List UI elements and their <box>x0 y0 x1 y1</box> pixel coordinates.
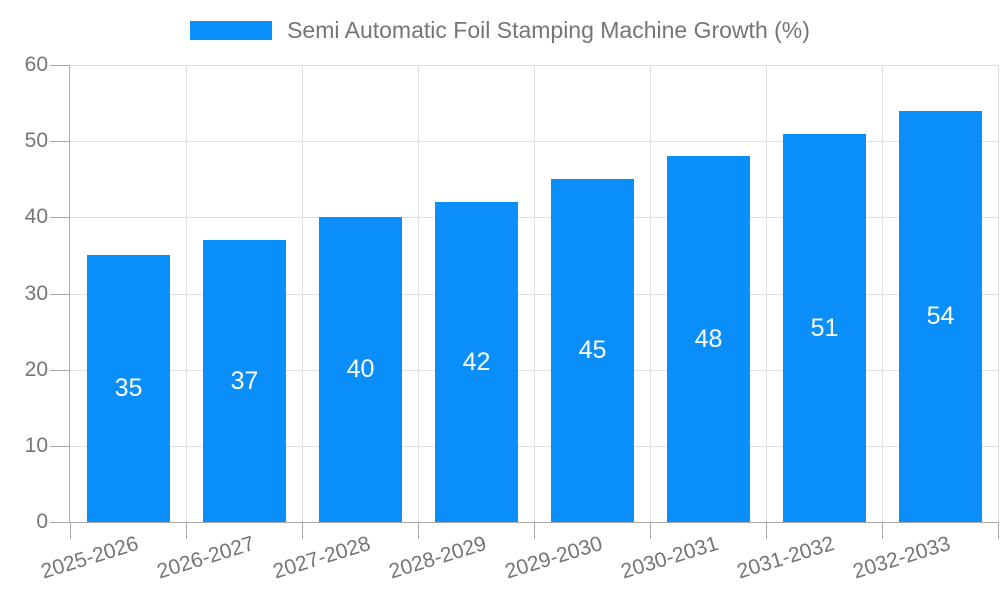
gridline-vertical <box>418 65 419 522</box>
x-axis-tick-label: 2028-2029 <box>385 532 489 584</box>
y-axis-tick-label: 20 <box>24 358 48 381</box>
x-axis-tick <box>186 522 187 539</box>
bar: 45 <box>551 179 634 522</box>
bar-value-label: 40 <box>346 355 375 383</box>
y-axis-tick <box>50 294 70 295</box>
x-axis-tick <box>302 522 303 539</box>
bar: 48 <box>667 156 750 522</box>
bar-value-label: 48 <box>694 324 723 353</box>
y-axis-tick-label: 30 <box>24 282 48 305</box>
x-axis-tick-label: 2029-2030 <box>501 532 605 584</box>
bar-value-label: 45 <box>578 336 607 364</box>
y-axis-tick-label: 10 <box>24 434 48 457</box>
y-axis-tick-label: 0 <box>36 510 48 533</box>
y-axis-tick <box>50 141 70 142</box>
x-axis-tick <box>882 522 883 539</box>
x-axis-tick-label: 2031-2032 <box>733 532 837 584</box>
bar-value-label: 35 <box>114 374 143 402</box>
x-axis-tick <box>418 522 419 539</box>
x-axis-tick-label: 2026-2027 <box>153 532 257 584</box>
legend-swatch <box>190 20 273 40</box>
gridline-vertical <box>882 65 883 522</box>
y-axis-tick <box>50 446 70 447</box>
bar-value-label: 37 <box>230 366 259 395</box>
y-axis-tick-label: 50 <box>24 129 48 152</box>
x-axis-tick <box>766 522 767 539</box>
y-axis-tick <box>50 217 70 218</box>
bar-value-label: 54 <box>926 302 955 330</box>
bar: 51 <box>783 134 866 522</box>
x-axis-tick <box>70 522 71 539</box>
x-axis-tick <box>650 522 651 539</box>
gridline-vertical <box>766 65 767 522</box>
bar: 40 <box>319 217 402 522</box>
gridline-vertical <box>302 65 303 522</box>
gridline-vertical <box>186 65 187 522</box>
y-axis-tick <box>50 65 70 66</box>
bar: 35 <box>87 255 170 522</box>
gridline-vertical <box>534 65 535 522</box>
plot-area: 0 10 20 30 40 50 60 35 2025-2026 37 2026-2027 40 202… <box>25 54 999 583</box>
x-axis-tick-label: 2032-2033 <box>849 532 953 584</box>
x-axis-tick-label: 2027-2028 <box>269 532 373 584</box>
y-axis-tick-label: 40 <box>24 205 48 228</box>
bar-value-label: 51 <box>810 313 839 342</box>
bar: 42 <box>435 202 518 522</box>
chart-title: Semi Automatic Foil Stamping Machine Gro… <box>287 17 810 43</box>
y-axis-tick <box>50 370 70 371</box>
legend: Semi Automatic Foil Stamping Machine Gro… <box>0 16 1000 44</box>
x-axis-tick <box>534 522 535 539</box>
bar: 37 <box>203 240 286 522</box>
y-axis-tick-label: 60 <box>24 53 48 76</box>
x-axis-tick-label: 2030-2031 <box>617 532 721 584</box>
gridline-vertical <box>650 65 651 522</box>
y-axis-tick <box>50 522 70 523</box>
x-axis-tick-label: 2025-2026 <box>37 532 141 584</box>
bar: 54 <box>899 111 982 522</box>
x-axis-tick <box>998 522 999 539</box>
gridline-vertical <box>998 65 999 522</box>
bar-value-label: 42 <box>462 347 491 376</box>
